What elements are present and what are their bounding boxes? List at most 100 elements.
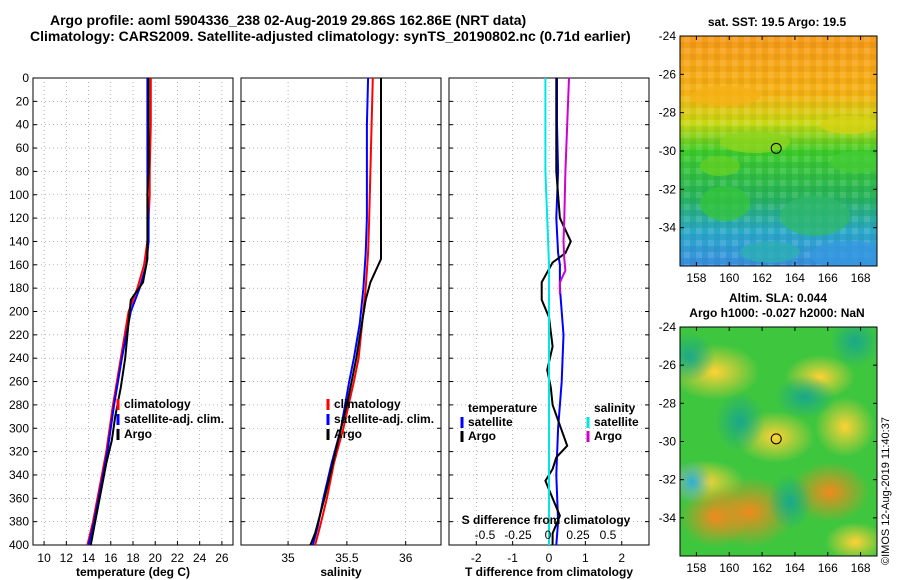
y-tick-label: 280 (9, 398, 29, 412)
sst-map-y-tick-label: -28 (659, 106, 677, 120)
sla-map-y-tick-label: -34 (659, 511, 677, 525)
sla-map-subtitle: Argo h1000: -0.027 h2000: NaN (689, 306, 864, 320)
diff-s-axis-label: S difference from climatology (462, 513, 631, 527)
imos-credit: ©IMOS 12-Aug-2019 11:40:37 (880, 417, 892, 565)
sst-map-blob (700, 156, 740, 176)
sla-map-y-tick-label: -28 (659, 396, 677, 410)
y-tick-label: 40 (16, 118, 30, 132)
temperature-xlabel: temperature (deg C) (76, 565, 190, 579)
difference-xlabel: T difference from climatology (465, 565, 633, 579)
salinity-x-tick-label: 35.5 (335, 551, 359, 565)
sst-map-x-tick-label: 166 (818, 271, 838, 285)
sla-map-blob (680, 332, 715, 382)
series-line-salinity-satellite (544, 78, 550, 545)
y-tick-label: 160 (9, 258, 29, 272)
y-tick-label: 20 (16, 94, 30, 108)
salinity-legend-label: climatology (334, 397, 401, 411)
y-tick-label: 400 (9, 538, 29, 552)
sst-map-blob (690, 86, 760, 106)
sst-map-y-tick-label: -24 (659, 29, 677, 43)
sla-map-blob (830, 327, 877, 367)
sla-map-blob (825, 522, 877, 556)
sla-map-argo-marker (770, 433, 782, 445)
sla-map-x-tick-label: 168 (851, 561, 871, 575)
y-tick-label: 80 (16, 164, 30, 178)
sst-map-x-tick-label: 162 (752, 271, 772, 285)
temperature-x-tick-label: 16 (104, 551, 118, 565)
y-tick-label: 260 (9, 375, 29, 389)
sst-map-title: sat. SST: 19.5 Argo: 19.5 (708, 15, 847, 29)
temperature-x-tick-label: 24 (193, 551, 207, 565)
sla-map-blob (768, 474, 812, 530)
sla-map-blob (715, 392, 765, 452)
salinity-x-tick-label: 35 (281, 551, 295, 565)
sla-map-x-tick-label: 166 (818, 561, 838, 575)
temperature-x-tick-label: 18 (126, 551, 140, 565)
sst-map-blob (820, 116, 877, 134)
y-tick-label: 0 (22, 71, 29, 85)
temperature-legend-label: climatology (124, 397, 191, 411)
sla-map-field (680, 327, 877, 556)
sst-map-field (680, 36, 877, 266)
temperature-x-tick-label: 26 (215, 551, 229, 565)
salinity-legend-label: Argo (334, 427, 362, 441)
temperature-x-tick-label: 22 (171, 551, 185, 565)
sla-map-x-tick-label: 158 (686, 561, 706, 575)
temperature-x-tick-label: 20 (149, 551, 163, 565)
series-line-salinity-argo (558, 77, 570, 294)
series-line-argo (309, 78, 382, 546)
series-line-satellite-adj-clim- (311, 77, 370, 546)
series-line-climatology (314, 77, 374, 546)
salinity-legend-label: satellite-adj. clim. (334, 412, 434, 426)
temperature-x-tick-label: 14 (82, 551, 96, 565)
y-tick-label: 380 (9, 515, 29, 529)
diff-s-tick-label: 0.25 (566, 528, 590, 542)
difference-x-tick-label: 0 (546, 551, 553, 565)
diff-s-tick-label: 0 (545, 528, 552, 542)
sst-map-blob (780, 196, 850, 236)
sst-map-blob (740, 241, 800, 263)
temperature-legend-label: Argo (124, 427, 152, 441)
temperature-legend-label: satellite-adj. clim. (124, 412, 224, 426)
y-tick-label: 60 (16, 141, 30, 155)
sla-map-y-tick-label: -26 (659, 358, 677, 372)
temperature-x-tick-label: 12 (60, 551, 74, 565)
difference-x-tick-label: 2 (618, 551, 625, 565)
diff-s-tick-label: 0.5 (600, 528, 617, 542)
sst-map-blob (720, 131, 790, 153)
diff-legend-label: Argo (468, 429, 496, 443)
diff-legend-heading-temperature: temperature (468, 401, 538, 415)
sst-map-argo-marker (770, 142, 782, 154)
sst-map-y-tick-label: -32 (659, 182, 677, 196)
y-tick-label: 220 (9, 328, 29, 342)
y-tick-label: 180 (9, 281, 29, 295)
y-tick-label: 100 (9, 188, 29, 202)
y-tick-label: 360 (9, 491, 29, 505)
diff-legend-label: Argo (594, 429, 622, 443)
sst-map-y-tick-label: -26 (659, 67, 677, 81)
sst-map-blob (830, 151, 877, 173)
sla-map-y-tick-label: -30 (659, 435, 677, 449)
sst-map-x-tick-label: 160 (719, 271, 739, 285)
diff-legend-label: satellite (468, 415, 513, 429)
sla-map-y-tick-label: -24 (659, 320, 677, 334)
sst-map-x-tick-label: 158 (686, 271, 706, 285)
diff-s-tick-label: -0.25 (504, 528, 532, 542)
sla-map-y-tick-label: -32 (659, 473, 677, 487)
series-line-climatology (86, 78, 152, 546)
difference-x-tick-label: 1 (582, 551, 589, 565)
y-tick-label: 200 (9, 305, 29, 319)
diff-legend-label: satellite (594, 415, 639, 429)
sst-map-blob (810, 241, 877, 266)
sla-map-blob (680, 460, 712, 504)
y-tick-label: 140 (9, 234, 29, 248)
y-tick-label: 340 (9, 468, 29, 482)
sla-map-title: Altim. SLA: 0.044 (729, 291, 827, 305)
difference-x-tick-label: -2 (471, 551, 482, 565)
series-line-argo (89, 78, 150, 546)
y-tick-label: 240 (9, 351, 29, 365)
sla-map-x-tick-label: 162 (752, 561, 772, 575)
sla-map-blob (775, 375, 835, 419)
sla-map-x-tick-label: 160 (719, 561, 739, 575)
